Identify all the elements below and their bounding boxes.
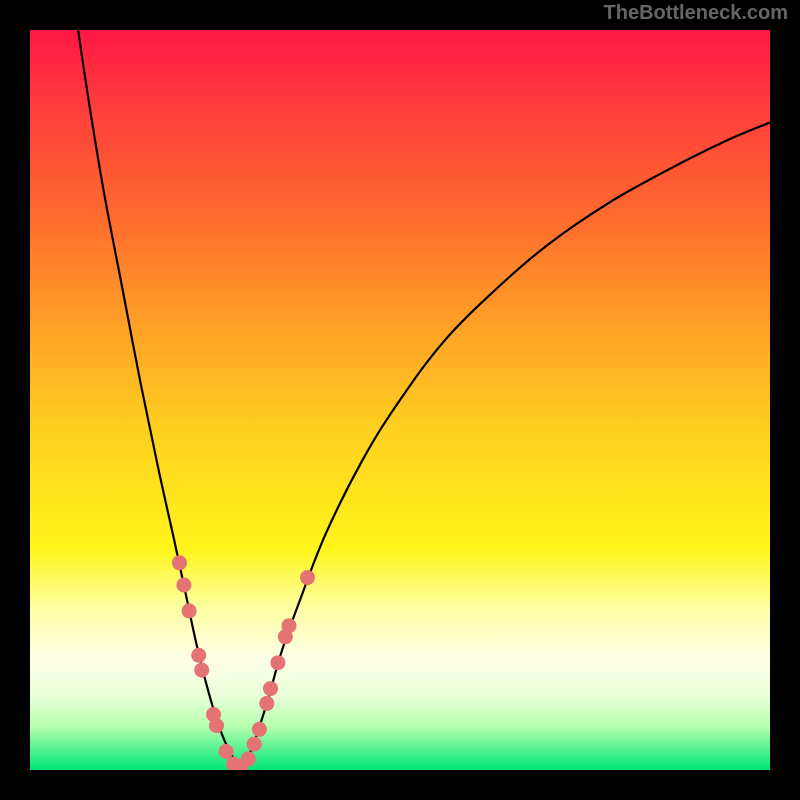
data-point [263, 681, 278, 696]
data-point [219, 744, 234, 759]
watermark-text: TheBottleneck.com [604, 2, 788, 25]
data-point [172, 555, 187, 570]
data-point [209, 718, 224, 733]
data-point [247, 737, 262, 752]
data-point [176, 578, 191, 593]
chart-container: TheBottleneck.com [0, 0, 800, 800]
data-point [191, 648, 206, 663]
plot-area [30, 30, 770, 770]
data-point [300, 570, 315, 585]
plot-svg [30, 30, 770, 770]
data-point [182, 603, 197, 618]
data-point [241, 751, 256, 766]
data-point [259, 696, 274, 711]
data-point [270, 655, 285, 670]
data-point [282, 618, 297, 633]
data-point [194, 663, 209, 678]
data-point [252, 722, 267, 737]
